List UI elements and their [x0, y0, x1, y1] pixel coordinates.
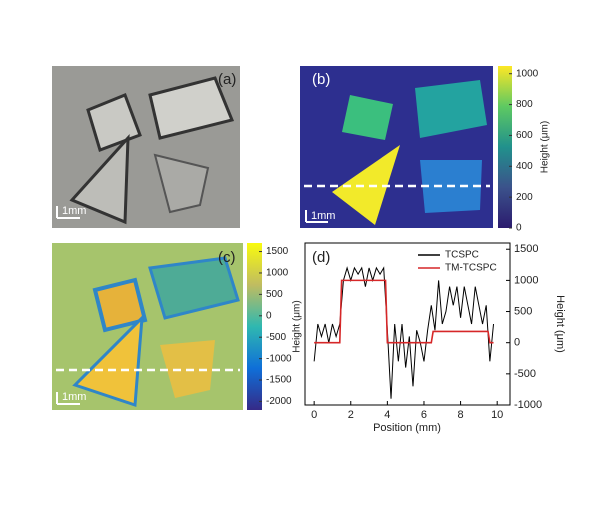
colorbar-tick-label: 0: [266, 310, 272, 321]
data-line: [314, 279, 494, 344]
y-tick-label: 1000: [514, 274, 538, 286]
colorbar-tick-label: 400: [516, 161, 533, 172]
data-line: [313, 266, 495, 399]
x-tick-label: 6: [421, 409, 427, 421]
colorbar-tick-label: 800: [516, 99, 533, 110]
colorbar-tick-label: -500: [266, 332, 286, 343]
scale-bar-label: 1mm: [62, 205, 86, 217]
colorbar-tick-label: 1500: [266, 246, 289, 257]
y-axis-label: Height (μm): [554, 295, 566, 353]
height-map-panel: (b) 1mm: [300, 66, 512, 228]
y-tick-label: 0: [514, 337, 520, 349]
colorbar-label: Height (μm): [292, 300, 303, 352]
height-map-panel: (c) 1mm: [52, 243, 262, 410]
colorbar-tick-label: 1000: [266, 268, 289, 279]
panel-label: (d): [312, 249, 330, 266]
colorbar-tick-label: 0: [516, 223, 522, 234]
scale-bar-label: 1mm: [311, 210, 335, 222]
colorbar-tick-label: -1000: [266, 353, 292, 364]
y-tick-label: 500: [514, 305, 532, 317]
colorbar-tick-label: 1000: [516, 68, 539, 79]
legend-label: TM-TCSPC: [445, 263, 497, 274]
x-tick-label: 10: [491, 409, 503, 421]
legend-label: TCSPC: [445, 250, 479, 261]
x-tick-label: 4: [384, 409, 390, 421]
y-tick-label: 1500: [514, 243, 538, 255]
y-tick-label: -1000: [514, 399, 542, 411]
plot-frame: [304, 242, 511, 406]
photo-panel: (a) 1mm: [52, 66, 240, 228]
x-axis-label: Position (mm): [373, 422, 441, 434]
y-tick-label: -500: [514, 368, 536, 380]
panel-label: (b): [312, 71, 330, 88]
colorbar-tick-label: 500: [266, 289, 283, 300]
x-tick-label: 8: [458, 409, 464, 421]
colorbar-tick-label: 200: [516, 192, 533, 203]
scale-bar-label: 1mm: [62, 391, 86, 403]
panel-label: (c): [218, 249, 236, 266]
colorbar-tick-label: -2000: [266, 396, 292, 407]
colorbar-label: Height (μm): [540, 121, 551, 173]
x-tick-label: 2: [348, 409, 354, 421]
x-tick-label: 0: [311, 409, 317, 421]
colorbar-tick-label: 600: [516, 130, 533, 141]
panel-label: (a): [218, 71, 236, 88]
colorbar-tick-label: -1500: [266, 375, 292, 386]
